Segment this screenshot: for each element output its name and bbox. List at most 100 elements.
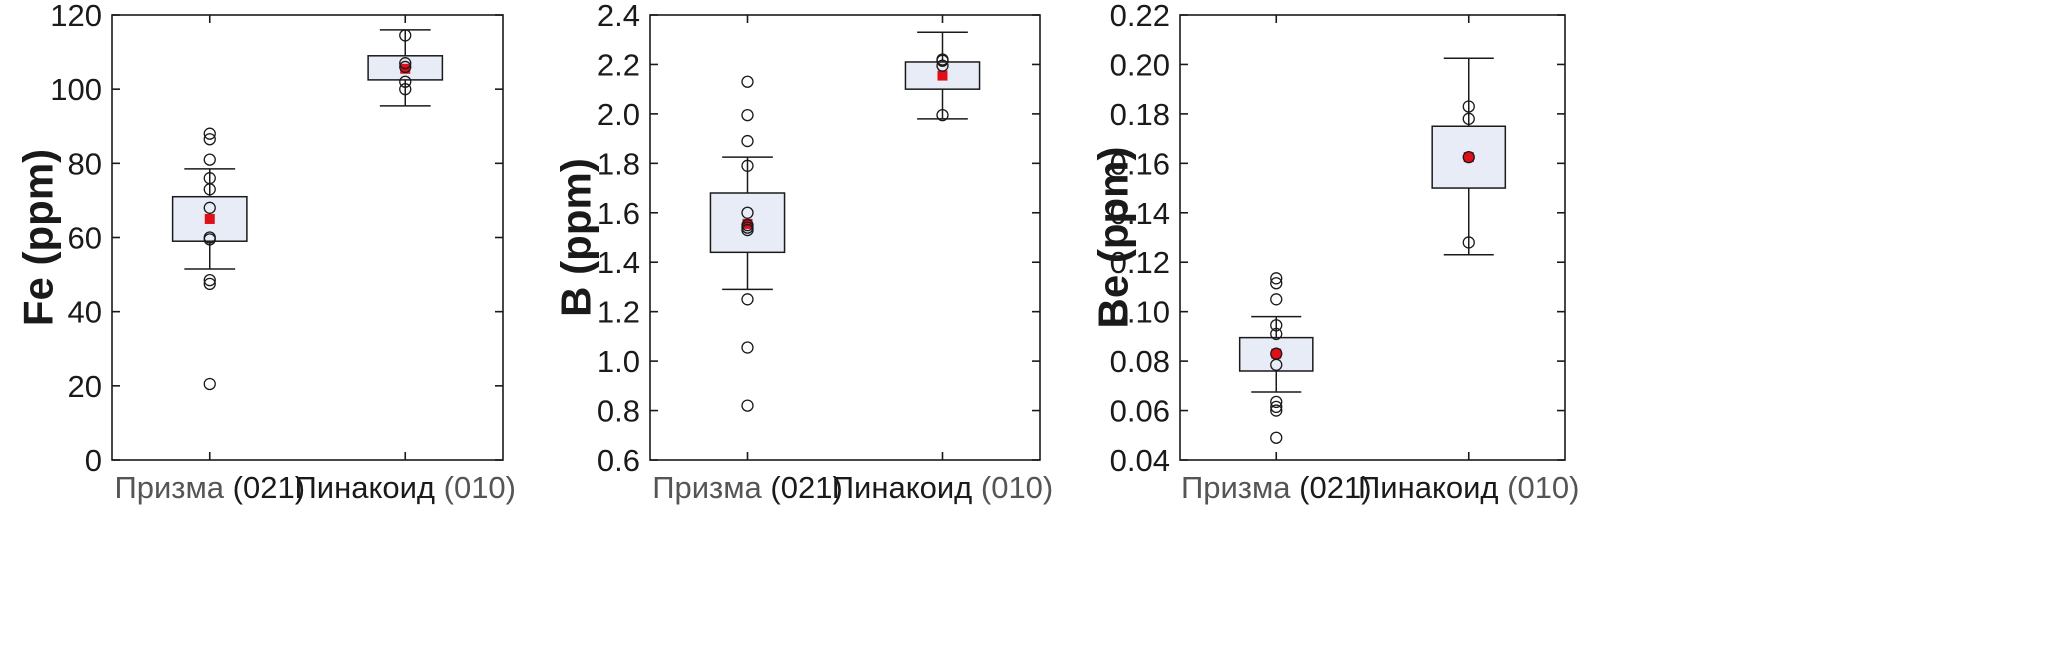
data-point [203,277,216,291]
category-name: Пинакоид [832,470,973,505]
category-space [762,470,771,505]
data-point [1462,236,1475,249]
category-code: (021) [1299,470,1371,505]
x-category-label: Призма (021) [652,470,843,505]
mean-marker [1463,152,1474,163]
x-category-label: Пинакоид (010) [832,470,1054,505]
data-point [936,108,949,122]
data-point [741,206,754,219]
box-2 [367,29,444,107]
data-point [399,60,412,74]
y-tick-label: 0.14 [1110,196,1170,231]
category-name: Призма [114,470,224,505]
data-point [203,377,216,391]
y-axis-label: B (ppm) [553,158,600,317]
data-point [1270,395,1283,409]
plot-frame [111,14,504,461]
category-name: Призма [652,470,762,505]
mean-marker [204,213,215,224]
y-axis-label: Fe (ppm) [15,149,62,326]
x-category-label: Пинакоид (010) [294,470,516,505]
y-tick-label: 120 [50,0,102,33]
category-code: (021) [233,470,305,505]
y-tick-label: 0.06 [1110,394,1170,429]
data-point [1270,327,1283,341]
category-name: Пинакоид [1358,470,1499,505]
y-tick-label: 2.4 [597,0,640,33]
y-axis-label: Be (ppm) [1090,147,1137,329]
category-space [972,470,981,505]
data-point [1270,319,1283,332]
x-category-label: Призма (021) [114,470,305,505]
data-point [1270,277,1283,290]
y-tick-label: 60 [68,221,102,256]
chart-panel-1: 0 20 40 60 80 100 120 Fe (ppm) Призма (021)Пинак… [15,0,516,505]
y-tick-label: 40 [68,295,102,330]
y-tick-label: 0.08 [1110,344,1170,379]
y-tick-label: 1.4 [597,245,640,280]
mean-marker [1271,348,1282,359]
data-point [399,29,412,42]
data-point [1270,293,1283,306]
y-tick-label: 80 [68,146,102,181]
data-point [203,153,216,166]
box-1 [1238,272,1314,444]
y-tick-label: 0.10 [1110,295,1170,330]
box-1 [709,75,786,412]
data-point [741,218,754,232]
data-point [1270,400,1283,413]
data-point [936,53,949,66]
data-point [741,75,754,88]
plot-frame [1179,14,1566,461]
box-2 [1431,57,1507,256]
category-code: (010) [981,470,1053,505]
category-space [1291,470,1300,505]
iqr-box [1238,336,1314,372]
data-point [203,201,216,214]
y-tick-label: 0.04 [1110,443,1170,478]
data-point [203,231,216,244]
y-tick-label: 100 [50,72,102,107]
category-code: (010) [444,470,516,505]
category-space [224,470,233,505]
data-point [203,172,216,185]
y-tick-label: 0.12 [1110,245,1170,280]
data-point [1462,100,1475,113]
y-tick-label: 0.8 [597,394,640,429]
data-point [1462,151,1475,164]
category-code: (021) [770,470,842,505]
data-point [741,399,754,412]
category-space [435,470,444,505]
y-tick-label: 0.18 [1110,97,1170,132]
x-category-label: Пинакоид (010) [1358,470,1580,505]
data-point [1462,112,1475,125]
data-point [741,134,754,148]
data-point [203,127,216,140]
y-tick-label: 2.2 [597,47,640,82]
data-point [203,273,216,287]
data-point [741,293,754,306]
data-point [399,83,412,96]
data-point [1270,272,1283,285]
plot-frame [649,14,1041,461]
data-point [1270,431,1283,444]
mean-marker [937,70,948,81]
y-tick-label: 20 [68,369,102,404]
x-category-label: Призма (021) [1181,470,1372,505]
y-tick-label: 0.22 [1110,0,1170,33]
data-point [1270,347,1283,360]
chart-panel-2: 0.6 0.8 1.0 1.2 1.4 1.6 1.8 2.0 2.2 2.4 B (ppm) При… [553,0,1054,505]
data-point [203,133,216,146]
data-point [1270,404,1283,417]
y-tick-label: 2.0 [597,97,640,132]
category-name: Призма [1181,470,1291,505]
y-tick-label: 0 [85,443,102,478]
data-point [741,108,754,122]
y-tick-label: 0.20 [1110,47,1170,82]
data-point [741,341,754,354]
y-tick-label: 0.16 [1110,146,1170,181]
data-point [936,59,949,72]
chart-panel-3: 0.04 0.06 0.08 0.10 0.12 0.14 0.16 0.18 0.20 0.22… [1090,0,1580,505]
category-name: Пинакоид [294,470,435,505]
y-tick-label: 1.2 [597,295,640,330]
